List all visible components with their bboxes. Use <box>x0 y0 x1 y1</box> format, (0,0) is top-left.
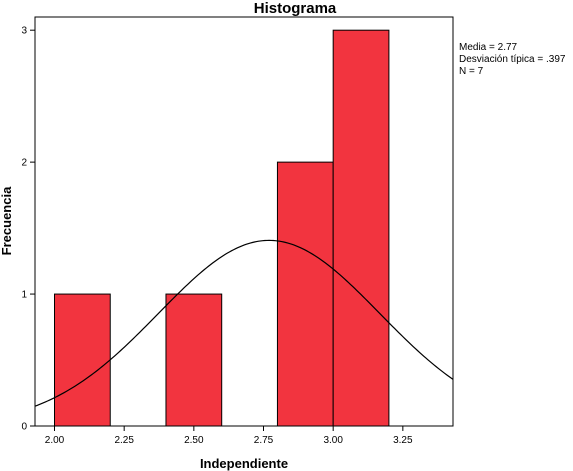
y-axis-label: Frecuencia <box>0 186 14 255</box>
x-tick-label-1: 2.00 <box>45 435 65 446</box>
y-tick-label-4: 3 <box>21 26 27 37</box>
bars-group <box>54 29 390 427</box>
stat-n: N = 7 <box>459 66 484 77</box>
y-tick-label-2: 1 <box>21 290 27 301</box>
x-tick-label-3: 2.50 <box>184 435 204 446</box>
y-tick-label-3: 2 <box>21 158 27 169</box>
stat-mean: Media = 2.77 <box>459 42 518 53</box>
histogram-bar-3 <box>276 161 334 427</box>
x-axis-ticks: 2.00 2.25 2.50 2.75 3.00 3.25 <box>45 426 413 446</box>
x-tick-label-5: 3.00 <box>323 435 343 446</box>
histogram-bar-1 <box>54 293 111 427</box>
histogram-bar-2 <box>165 293 223 427</box>
stat-sd: Desviación típica = .397 <box>459 54 566 65</box>
x-axis-label: Independiente <box>200 456 288 471</box>
chart-title: Histograma <box>254 0 337 17</box>
y-axis-ticks: 0 1 2 3 <box>21 26 35 433</box>
x-tick-label-4: 2.75 <box>254 435 274 446</box>
x-tick-label-2: 2.25 <box>114 435 134 446</box>
normal-curve <box>34 239 454 407</box>
plot-area <box>34 16 454 427</box>
histogram-bar-4 <box>332 29 390 427</box>
x-tick-label-6: 3.25 <box>393 435 413 446</box>
y-tick-label-1: 0 <box>21 422 27 433</box>
stats-box: Media = 2.77 Desviación típica = .397 N … <box>459 42 566 77</box>
